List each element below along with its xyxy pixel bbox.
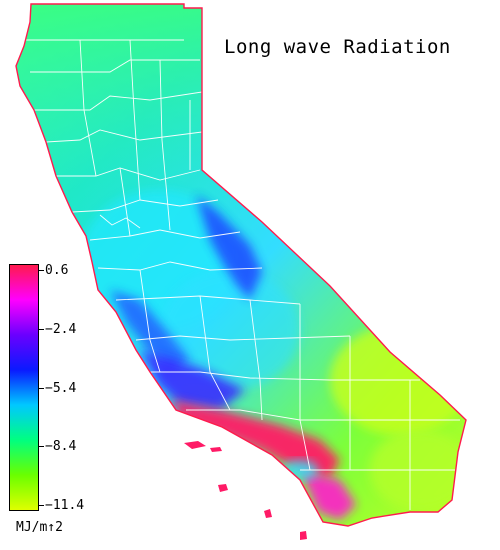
colorbar-tick-label: 0.6	[45, 263, 69, 278]
colorbar-tick-mark	[39, 387, 44, 389]
colorbar-tick-label: −8.4	[45, 439, 77, 455]
colorbar-tick-label: −5.4	[45, 380, 77, 396]
colorbar-tick-mark	[39, 505, 44, 506]
colorbar-tick-label: −11.4	[45, 498, 85, 513]
colorbar-tick-label: −2.4	[45, 321, 77, 337]
colorbar	[9, 264, 39, 511]
units-label: MJ/m↑2	[16, 520, 63, 535]
colorbar-tick-mark	[39, 270, 44, 271]
channel-islands	[184, 441, 307, 540]
county-lines	[20, 39, 460, 510]
colorbar-tick-mark	[39, 446, 44, 448]
colorbar-tick-mark	[39, 328, 44, 330]
map-title: Long wave Radiation	[224, 36, 451, 58]
